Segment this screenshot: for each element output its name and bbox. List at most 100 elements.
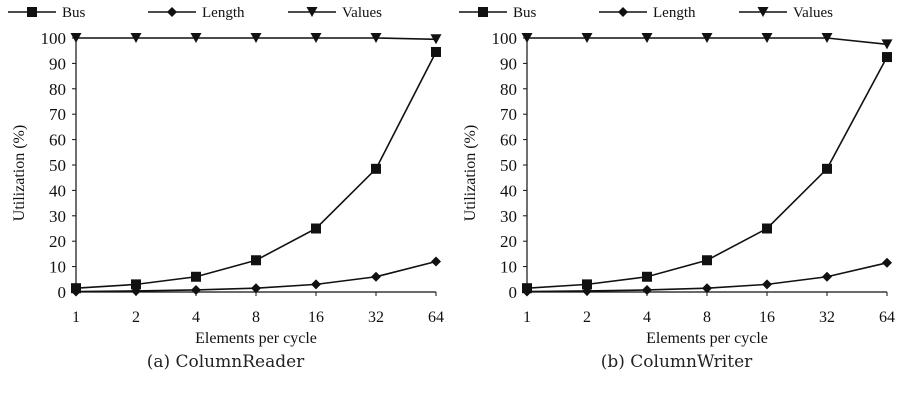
- chart-column-writer: Bus Length Values 0 10 20 30 40 50 60 70 80 90 100 1 2 4…: [459, 5, 895, 347]
- legend-marker-length: [618, 7, 628, 17]
- y-tick-label: 60: [49, 131, 66, 150]
- x-tick-label: 2: [132, 309, 140, 326]
- y-tick-label: 100: [41, 29, 67, 48]
- legend-label-bus: Bus: [62, 5, 86, 21]
- data-point-length: [311, 279, 321, 290]
- data-point-length: [822, 271, 832, 282]
- x-tick-label: 4: [192, 309, 200, 326]
- y-tick-label: 90: [500, 54, 517, 73]
- chart-column-reader: Bus Length Values 0 10 20 30 40 50 60 70 80 90 100 1 2 4…: [8, 5, 444, 347]
- data-point-values: [581, 33, 593, 43]
- data-point-values: [190, 33, 202, 43]
- data-point-values: [521, 33, 533, 43]
- data-point-values: [701, 33, 713, 43]
- y-tick-label: 10: [500, 258, 517, 277]
- y-tick-label: 30: [49, 207, 66, 226]
- y-tick-label: 10: [49, 258, 66, 277]
- data-point-bus: [582, 279, 592, 290]
- y-tick-label: 0: [58, 283, 67, 302]
- series-bus: [71, 46, 441, 294]
- data-point-length: [642, 284, 652, 295]
- legend: Bus Length Values: [8, 5, 382, 21]
- data-point-length: [191, 284, 201, 295]
- data-point-length: [71, 286, 81, 297]
- data-point-bus: [762, 223, 772, 234]
- data-point-values: [130, 33, 142, 43]
- data-point-bus: [191, 271, 201, 282]
- y-tick-label: 80: [49, 80, 66, 99]
- y-tick-label: 100: [492, 29, 518, 48]
- legend-marker-values: [757, 7, 769, 17]
- data-point-values: [70, 33, 82, 43]
- series-line-bus: [75, 51, 437, 289]
- x-tick-label: 4: [643, 309, 651, 326]
- x-tick-label: 1: [523, 309, 531, 326]
- series-bus: [522, 52, 892, 294]
- caption-column-reader: (a) ColumnReader: [146, 352, 305, 372]
- data-point-length: [251, 283, 261, 294]
- data-point-length: [431, 256, 441, 267]
- data-point-bus: [882, 52, 892, 63]
- figure-column-reader: Bus Length Values 0 10 20 30 40 50 60 70 80 90 100 1 2 4…: [8, 5, 444, 372]
- legend-label-length: Length: [202, 5, 245, 21]
- y-axis-label: Utilization (%): [462, 125, 479, 221]
- y-tick-label: 50: [500, 156, 517, 175]
- y-tick-label: 0: [509, 283, 518, 302]
- data-point-length: [522, 286, 532, 297]
- figure-column-writer: Bus Length Values 0 10 20 30 40 50 60 70 80 90 100 1 2 4…: [451, 0, 902, 400]
- x-axis-label: Elements per cycle: [195, 330, 317, 347]
- y-tick-label: 70: [49, 105, 66, 124]
- x-tick-label: 32: [819, 309, 835, 326]
- data-point-length: [582, 285, 592, 296]
- legend-marker-bus: [478, 7, 488, 17]
- data-point-bus: [642, 271, 652, 282]
- y-tick-label: 90: [49, 54, 66, 73]
- data-point-length: [131, 285, 141, 296]
- data-point-bus: [311, 223, 321, 234]
- data-point-length: [882, 257, 892, 268]
- data-point-values: [430, 34, 442, 45]
- x-tick-label: 64: [428, 309, 444, 326]
- data-point-bus: [371, 163, 381, 174]
- data-point-bus: [431, 46, 441, 57]
- x-tick-label: 8: [252, 309, 260, 326]
- x-tick-label: 16: [308, 309, 324, 326]
- series-values: [70, 33, 442, 45]
- data-point-values: [250, 33, 262, 43]
- data-point-length: [702, 283, 712, 294]
- data-point-values: [310, 33, 322, 43]
- series-length: [522, 257, 892, 297]
- legend-label-bus: Bus: [513, 5, 537, 21]
- y-axis-label: Utilization (%): [11, 125, 28, 221]
- data-point-bus: [702, 255, 712, 266]
- legend-label-values: Values: [342, 5, 382, 21]
- x-tick-label: 1: [72, 309, 80, 326]
- caption-column-writer: (b) ColumnWriter: [600, 352, 753, 372]
- data-point-values: [881, 39, 893, 50]
- series-length: [71, 256, 441, 297]
- x-tick-label: 16: [759, 309, 775, 326]
- data-point-bus: [822, 163, 832, 174]
- data-point-values: [370, 33, 382, 43]
- legend-label-values: Values: [793, 5, 833, 21]
- data-point-values: [641, 33, 653, 43]
- y-tick-label: 20: [500, 232, 517, 251]
- y-tick-label: 30: [500, 207, 517, 226]
- legend: Bus Length Values: [459, 5, 833, 21]
- y-tick-label: 80: [500, 80, 517, 99]
- series-values: [521, 33, 893, 50]
- x-axis-label: Elements per cycle: [646, 330, 768, 347]
- legend-marker-bus: [27, 7, 37, 17]
- data-point-values: [821, 33, 833, 43]
- data-point-bus: [131, 279, 141, 290]
- y-tick-label: 70: [500, 105, 517, 124]
- data-point-bus: [251, 255, 261, 266]
- x-tick-label: 32: [368, 309, 384, 326]
- y-tick-label: 60: [500, 131, 517, 150]
- data-point-length: [371, 271, 381, 282]
- x-tick-label: 8: [703, 309, 711, 326]
- y-tick-label: 20: [49, 232, 66, 251]
- y-tick-label: 40: [49, 181, 66, 200]
- legend-marker-values: [306, 7, 318, 17]
- data-point-values: [761, 33, 773, 43]
